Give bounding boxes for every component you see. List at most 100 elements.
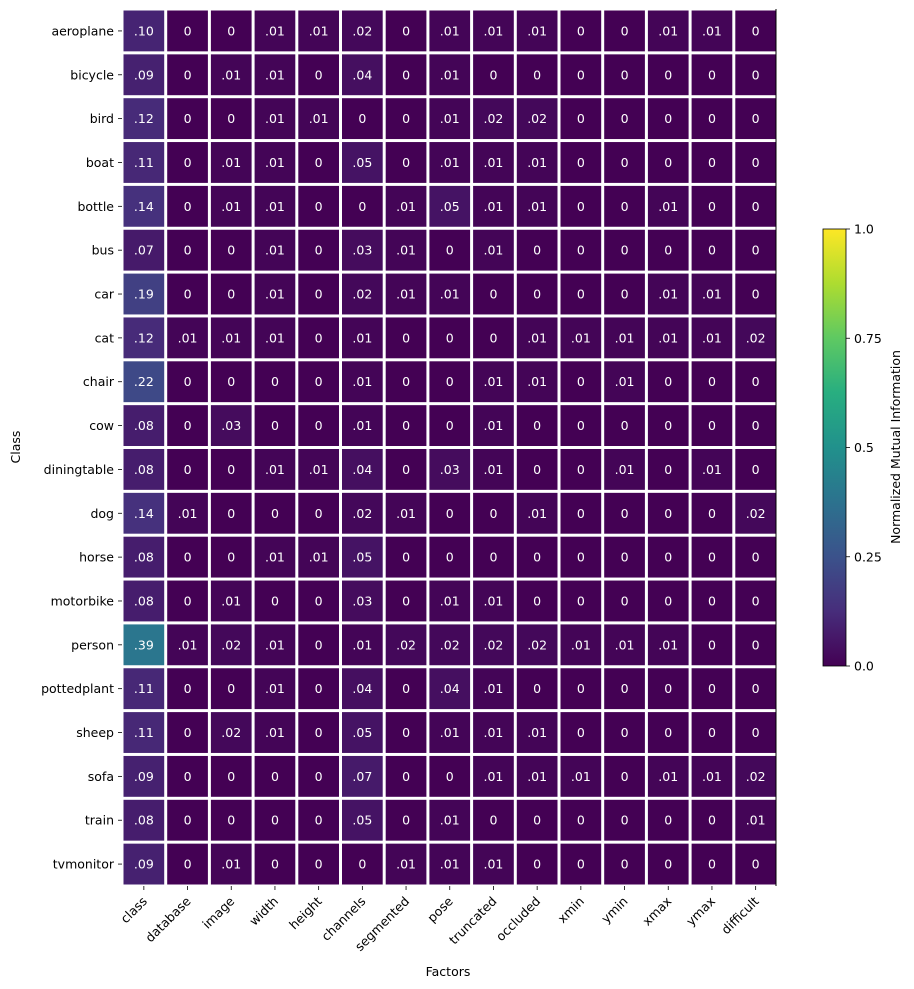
colorbar-gradient	[822, 228, 847, 667]
x-tick-label: width	[246, 894, 281, 929]
heatmap-cell	[298, 273, 339, 315]
heatmap-cell	[604, 317, 645, 359]
heatmap-cell	[429, 10, 471, 52]
heatmap-cell	[735, 142, 776, 183]
heatmap-cell	[167, 273, 208, 315]
heatmap-cell	[516, 361, 558, 403]
cell-value-label: .01	[527, 374, 547, 389]
cell-value-label: .01	[352, 637, 372, 652]
cell-value-label: 0	[358, 199, 366, 214]
cell-value-label: .02	[746, 330, 766, 345]
cell-value-label: 0	[621, 681, 629, 696]
cell-value-label: .01	[527, 199, 547, 214]
cell-value-label: 0	[577, 550, 585, 565]
cell-value-label: .22	[134, 374, 154, 389]
cell-value-label: .03	[352, 243, 372, 258]
cell-value-label: 0	[315, 155, 323, 170]
cell-value-label: 0	[184, 287, 192, 302]
cell-value-label: .01	[527, 725, 547, 740]
cell-value-label: 0	[621, 199, 629, 214]
cell-value-label: .01	[571, 330, 591, 345]
y-tick-label: dog	[90, 506, 114, 521]
cell-value-label: 0	[708, 593, 716, 608]
cell-value-label: 0	[402, 462, 410, 477]
cell-value-label: .04	[440, 681, 460, 696]
cell-value-label: 0	[402, 769, 410, 784]
heatmap-cell	[167, 361, 208, 403]
cell-value-label: 0	[752, 550, 760, 565]
heatmap-cell	[560, 98, 602, 140]
heatmap-cell	[560, 185, 602, 227]
cell-value-label: 0	[271, 769, 279, 784]
cell-value-label: 0	[664, 593, 672, 608]
cell-value-label: 0	[752, 462, 760, 477]
cell-value-label: .03	[352, 593, 372, 608]
heatmap-cell	[647, 10, 689, 52]
cell-value-label: .02	[527, 637, 547, 652]
heatmap-cell	[342, 405, 383, 446]
cell-value-label: 0	[752, 593, 760, 608]
heatmap-cell	[735, 54, 776, 96]
cell-value-label: 0	[315, 681, 323, 696]
cell-value-label: .01	[265, 330, 285, 345]
cell-value-label: .02	[484, 111, 504, 126]
cell-value-label: 0	[752, 725, 760, 740]
cell-value-label: 0	[271, 506, 279, 521]
heatmap-cell	[385, 536, 427, 578]
heatmap-cell	[254, 755, 296, 797]
heatmap-cell	[604, 54, 645, 96]
heatmap-cell	[385, 317, 427, 359]
heatmap-cell	[473, 10, 514, 52]
cell-value-label: .01	[265, 725, 285, 740]
heatmap-cell	[123, 317, 165, 359]
cell-value-label: 0	[752, 199, 760, 214]
heatmap-cell	[647, 624, 689, 666]
cell-value-label: .01	[265, 243, 285, 258]
heatmap-cell	[691, 361, 733, 403]
heatmap-cell	[516, 755, 558, 797]
cell-value-label: .09	[134, 769, 154, 784]
cell-value-label: .04	[352, 67, 372, 82]
heatmap-cell	[254, 449, 296, 490]
heatmap-cell	[735, 712, 776, 753]
cell-value-label: .05	[352, 813, 372, 828]
heatmap-cell	[516, 10, 558, 52]
cell-value-label: 0	[752, 243, 760, 258]
heatmap-cell	[298, 54, 339, 96]
cell-value-label: 0	[227, 111, 235, 126]
y-tick-label: diningtable	[44, 462, 115, 477]
cell-value-label: .01	[484, 418, 504, 433]
cell-value-label: 0	[752, 287, 760, 302]
cell-value-label: 0	[184, 418, 192, 433]
cell-value-label: .02	[221, 637, 241, 652]
cell-value-label: 0	[708, 155, 716, 170]
heatmap-cell	[167, 54, 208, 96]
heatmap-cell	[516, 799, 558, 841]
heatmap-cell	[429, 492, 471, 534]
cell-value-label: .01	[484, 374, 504, 389]
heatmap-cell	[735, 361, 776, 403]
cell-value-label: 0	[402, 725, 410, 740]
heatmap-cell	[385, 273, 427, 315]
cell-value-label: 0	[664, 462, 672, 477]
heatmap-cell	[254, 142, 296, 183]
cell-value-label: 0	[271, 813, 279, 828]
heatmap-cell	[473, 580, 514, 622]
cell-value-label: .01	[178, 506, 198, 521]
cell-value-label: 0	[358, 857, 366, 872]
cell-value-label: .08	[134, 593, 154, 608]
cell-value-label: .01	[265, 287, 285, 302]
cell-value-label: .01	[178, 330, 198, 345]
heatmap-cell	[210, 668, 252, 710]
heatmap-cell	[429, 712, 471, 753]
heatmap-cell	[385, 142, 427, 183]
cell-value-label: 0	[446, 769, 454, 784]
heatmap-cell	[604, 799, 645, 841]
heatmap-cell	[210, 361, 252, 403]
cell-value-label: .01	[309, 111, 329, 126]
cell-value-label: 0	[752, 637, 760, 652]
heatmap-cell	[647, 492, 689, 534]
heatmap-cell	[691, 492, 733, 534]
heatmap-cell	[647, 580, 689, 622]
heatmap-cell	[429, 54, 471, 96]
